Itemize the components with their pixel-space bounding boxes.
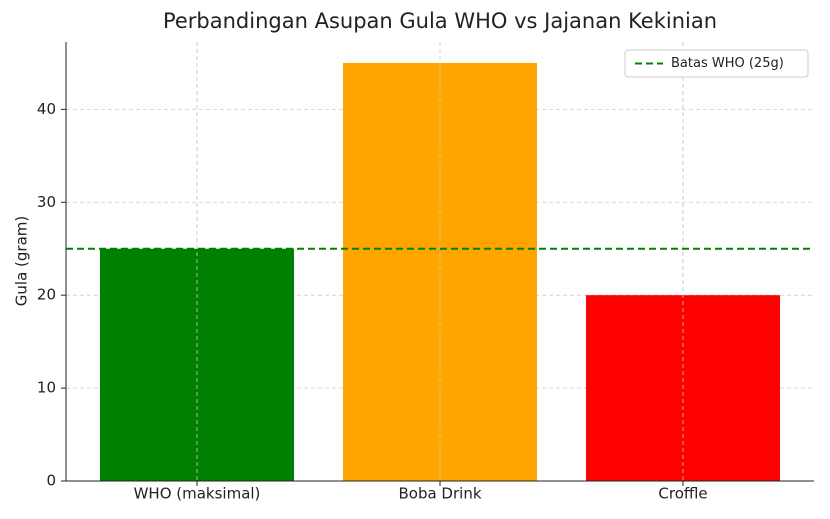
- x-tick-label: Boba Drink: [398, 485, 481, 503]
- bar: [343, 62, 537, 482]
- y-tick-label: 0: [46, 472, 56, 490]
- y-axis-label: Gula (gram): [13, 216, 31, 306]
- y-tick-label: 20: [37, 286, 56, 304]
- x-tick-label: WHO (maksimal): [134, 485, 261, 503]
- legend-box: [624, 49, 809, 78]
- y-tick-label: 40: [37, 100, 56, 118]
- x-tick-label: Croffle: [658, 485, 707, 503]
- legend-label: Batas WHO (25g): [671, 56, 784, 71]
- chart-title: Perbandingan Asupan Gula WHO vs Jajanan …: [163, 9, 717, 33]
- y-tick-label: 30: [37, 193, 56, 211]
- y-tick-label: 10: [37, 379, 56, 397]
